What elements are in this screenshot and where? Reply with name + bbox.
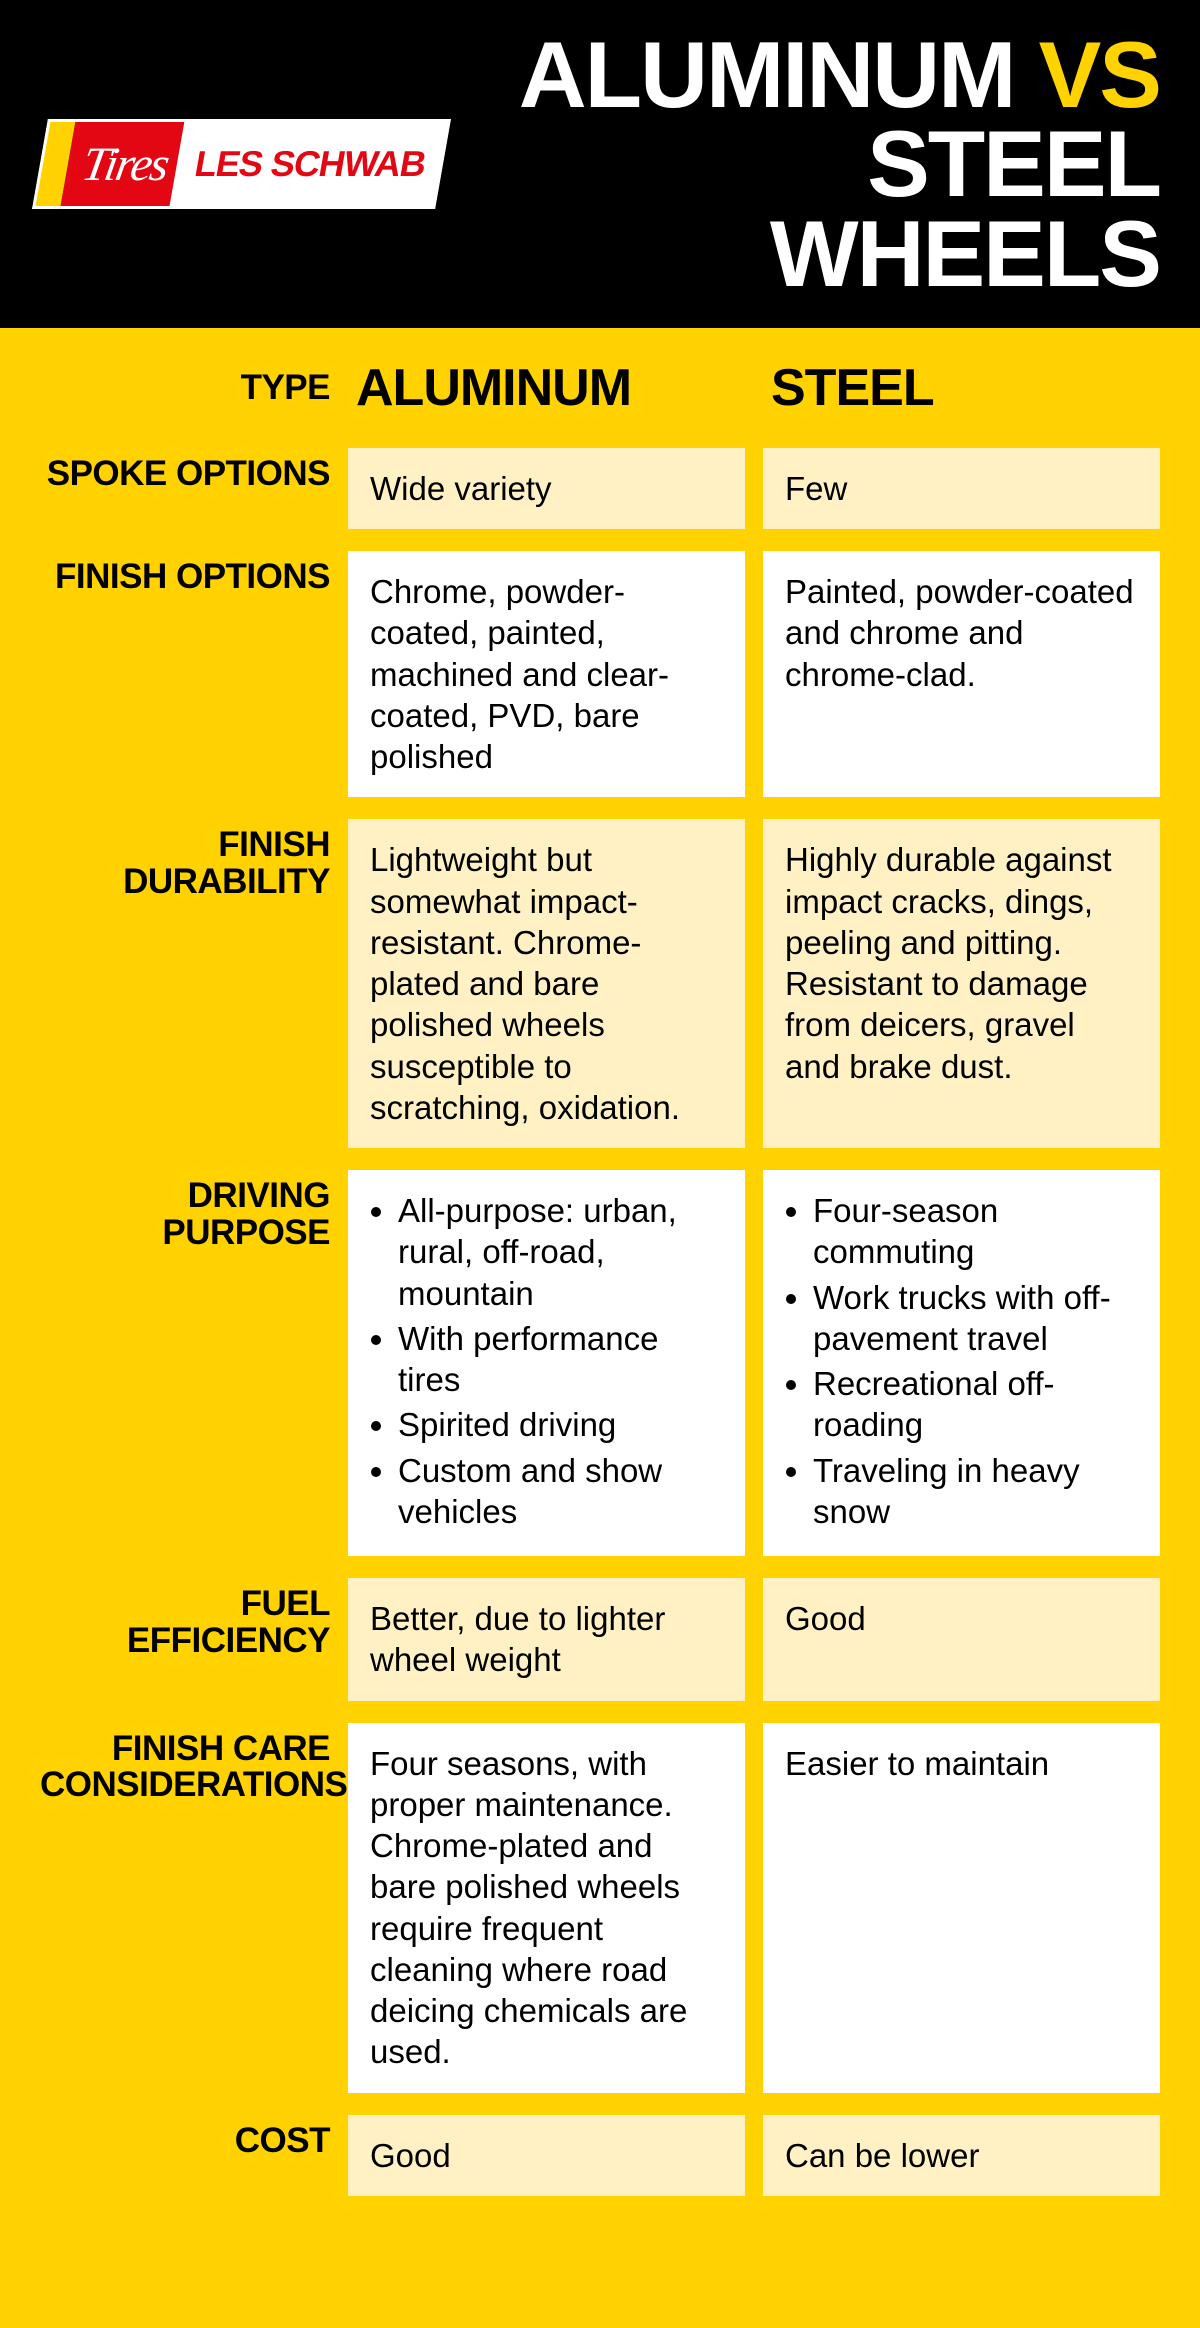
list-item: All-purpose: urban, rural, off-road, mou… [398, 1190, 723, 1314]
table-row: FUEL EFFICIENCYBetter, due to lighter wh… [40, 1578, 1160, 1701]
list-item: With performance tires [398, 1318, 723, 1401]
cell-steel: Four-season commutingWork trucks with of… [763, 1170, 1160, 1556]
cell-aluminum: Good [348, 2115, 745, 2196]
table-row: SPOKE OPTIONSWide varietyFew [40, 448, 1160, 529]
cell-aluminum: All-purpose: urban, rural, off-road, mou… [348, 1170, 745, 1556]
cell-aluminum: Wide variety [348, 448, 745, 529]
row-label: FINISH OPTIONS [40, 551, 330, 797]
type-label: TYPE [40, 358, 330, 418]
cell-list: Four-season commutingWork trucks with of… [785, 1190, 1138, 1532]
row-label: FINISH DURABILITY [40, 819, 330, 1148]
cell-aluminum: Better, due to lighter wheel weight [348, 1578, 745, 1701]
list-item: Four-season commuting [813, 1190, 1138, 1273]
row-label: COST [40, 2115, 330, 2196]
cell-steel: Easier to maintain [763, 1723, 1160, 2093]
logo-brand-text: LES SCHWAB [169, 119, 451, 209]
list-item: Recreational off-roading [813, 1363, 1138, 1446]
cell-aluminum: Lightweight but somewhat impact-resistan… [348, 819, 745, 1148]
list-item: Traveling in heavy snow [813, 1450, 1138, 1533]
table-row: FINISH OPTIONSChrome, powder-coated, pai… [40, 551, 1160, 797]
cell-aluminum: Four seasons, with proper maintenance. C… [348, 1723, 745, 2093]
table-row: COSTGoodCan be lower [40, 2115, 1160, 2196]
list-item: Spirited driving [398, 1404, 723, 1445]
column-header-aluminum: ALUMINUM [348, 358, 745, 418]
list-item: Custom and show vehicles [398, 1450, 723, 1533]
title-steel-wheels: STEEL WHEELS [770, 111, 1160, 305]
brand-logo: Tires LES SCHWAB [32, 119, 451, 209]
table-row: DRIVING PURPOSE All-purpose: urban, rural… [40, 1170, 1160, 1556]
page-title: ALUMINUM VS STEEL WHEELS [473, 30, 1160, 298]
cell-steel: Painted, powder-coated and chrome and ch… [763, 551, 1160, 797]
table-header-row: TYPE ALUMINUM STEEL [40, 358, 1160, 418]
column-header-steel: STEEL [763, 358, 1160, 418]
row-label: FINISH CARE CONSIDERATIONS [40, 1723, 330, 2093]
table-row: FINISH DURABILITYLightweight but somewha… [40, 819, 1160, 1148]
row-label: SPOKE OPTIONS [40, 448, 330, 529]
row-label: DRIVING PURPOSE [40, 1170, 330, 1556]
cell-steel: Can be lower [763, 2115, 1160, 2196]
cell-aluminum: Chrome, powder-coated, painted, machined… [348, 551, 745, 797]
cell-list: All-purpose: urban, rural, off-road, mou… [370, 1190, 723, 1532]
logo-tires-text: Tires [60, 119, 185, 209]
header-bar: Tires LES SCHWAB ALUMINUM VS STEEL WHEEL… [0, 0, 1200, 328]
cell-steel: Good [763, 1578, 1160, 1701]
list-item: Work trucks with off-pavement travel [813, 1277, 1138, 1360]
cell-steel: Highly durable against impact cracks, di… [763, 819, 1160, 1148]
cell-steel: Few [763, 448, 1160, 529]
row-label: FUEL EFFICIENCY [40, 1578, 330, 1701]
comparison-table: TYPE ALUMINUM STEEL SPOKE OPTIONSWide va… [0, 328, 1200, 2258]
table-row: FINISH CARE CONSIDERATIONSFour seasons, … [40, 1723, 1160, 2093]
